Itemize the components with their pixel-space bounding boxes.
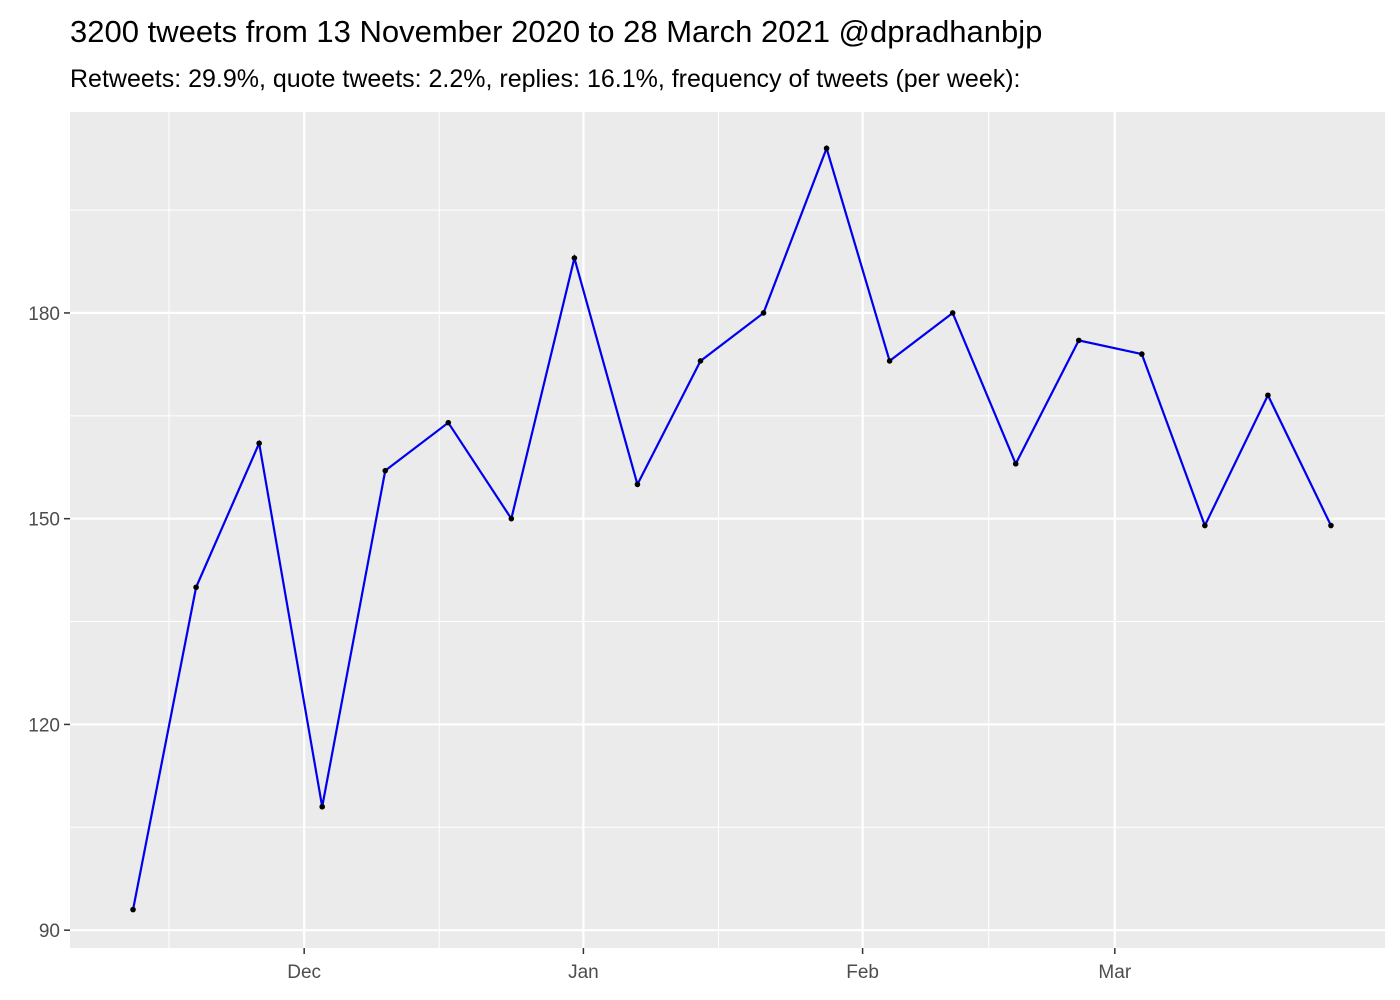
y-tick-label: 120 [28,715,60,736]
data-point [382,467,389,474]
data-point [949,310,956,316]
data-point [1328,522,1334,529]
data-point [886,358,893,364]
data-point [130,906,136,913]
x-tick-label: Jan [568,962,599,983]
data-point [697,358,704,364]
series-line [131,144,1332,910]
chart-title: 3200 tweets from 13 November 2020 to 28 … [70,14,1042,49]
x-tick-label: Feb [846,962,879,983]
data-point [1012,461,1019,467]
data-point [1139,351,1145,357]
data-point [1075,337,1082,344]
y-tick-label: 150 [28,510,60,531]
data-point [823,145,830,152]
data-point [760,310,767,316]
data-point [571,255,578,261]
plot-panel [70,112,1385,948]
x-tick-label: Mar [1098,962,1131,983]
data-point [508,515,515,522]
data-point [256,440,262,447]
y-tick-label: 180 [28,304,60,325]
x-tick-label: Dec [287,962,321,983]
data-point [1202,522,1208,529]
chart-subtitle: Retweets: 29.9%, quote tweets: 2.2%, rep… [70,65,1021,93]
data-point [634,481,641,488]
data-point [319,803,325,810]
data-point [193,584,199,591]
data-point [1265,392,1271,399]
y-tick-label: 90 [39,921,60,942]
data-point [445,419,452,426]
